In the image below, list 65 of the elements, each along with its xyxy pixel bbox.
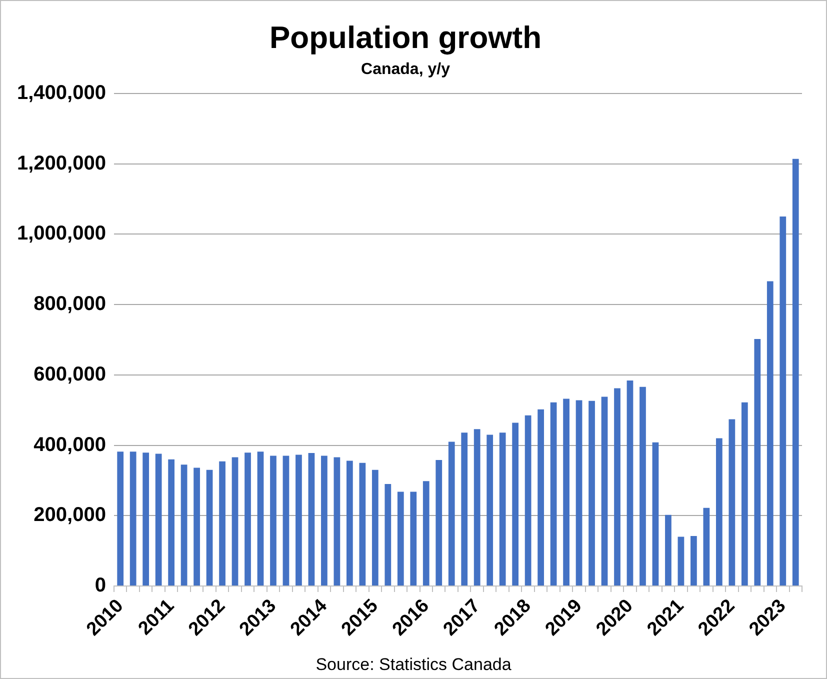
bar xyxy=(359,462,366,586)
bar xyxy=(270,456,276,586)
bar xyxy=(117,452,124,586)
bar xyxy=(372,470,378,586)
y-tick-label: 600,000 xyxy=(34,363,106,386)
bar xyxy=(308,452,315,586)
bar xyxy=(640,386,646,586)
bar xyxy=(384,484,392,586)
bar xyxy=(588,400,595,586)
bar xyxy=(422,481,430,586)
bar xyxy=(652,442,659,586)
bar xyxy=(690,536,697,586)
bar xyxy=(728,419,736,586)
bar xyxy=(780,216,786,586)
bar xyxy=(474,429,480,586)
bar xyxy=(397,492,404,586)
y-tick-label: 0 xyxy=(94,574,106,597)
bar xyxy=(168,459,174,586)
bar xyxy=(282,456,290,586)
bar xyxy=(576,400,582,586)
source-note: Source: Statistics Canada xyxy=(316,655,512,674)
bar xyxy=(741,402,748,586)
y-tick-label: 1,000,000 xyxy=(16,222,106,245)
bar xyxy=(321,456,328,586)
bar xyxy=(766,281,774,586)
bar xyxy=(550,402,557,586)
bar xyxy=(206,470,213,586)
bar xyxy=(180,464,188,586)
bar xyxy=(296,454,302,586)
y-tick-label: 800,000 xyxy=(34,293,106,316)
bar xyxy=(436,460,442,586)
bar xyxy=(142,452,150,586)
bar xyxy=(703,508,710,586)
y-tick-label: 1,200,000 xyxy=(16,152,106,174)
bar xyxy=(346,460,353,586)
bar xyxy=(194,468,200,586)
bar xyxy=(219,461,226,586)
bar xyxy=(538,409,544,586)
bar xyxy=(678,536,684,586)
bar xyxy=(614,388,620,586)
bar xyxy=(257,452,264,586)
bar xyxy=(512,422,519,586)
bar xyxy=(155,454,162,586)
bar xyxy=(334,457,340,586)
bar xyxy=(244,452,251,586)
bar xyxy=(665,514,672,586)
bar xyxy=(716,438,722,586)
bar xyxy=(524,415,532,586)
bar xyxy=(499,432,506,586)
bar xyxy=(461,432,468,586)
chart-title: Population growth xyxy=(269,20,542,56)
bar xyxy=(410,492,417,586)
bar xyxy=(626,380,634,586)
y-tick-label: 200,000 xyxy=(34,504,106,526)
bar xyxy=(601,396,608,586)
bar xyxy=(486,434,494,586)
y-tick-label: 400,000 xyxy=(34,434,106,456)
bar xyxy=(754,338,761,586)
chart-subtitle: Canada, y/y xyxy=(361,61,450,78)
bar xyxy=(792,158,799,586)
bar xyxy=(448,442,455,586)
bar xyxy=(563,398,570,586)
bar xyxy=(130,452,136,586)
y-tick-label: 1,400,000 xyxy=(16,82,106,104)
bar xyxy=(232,457,238,586)
